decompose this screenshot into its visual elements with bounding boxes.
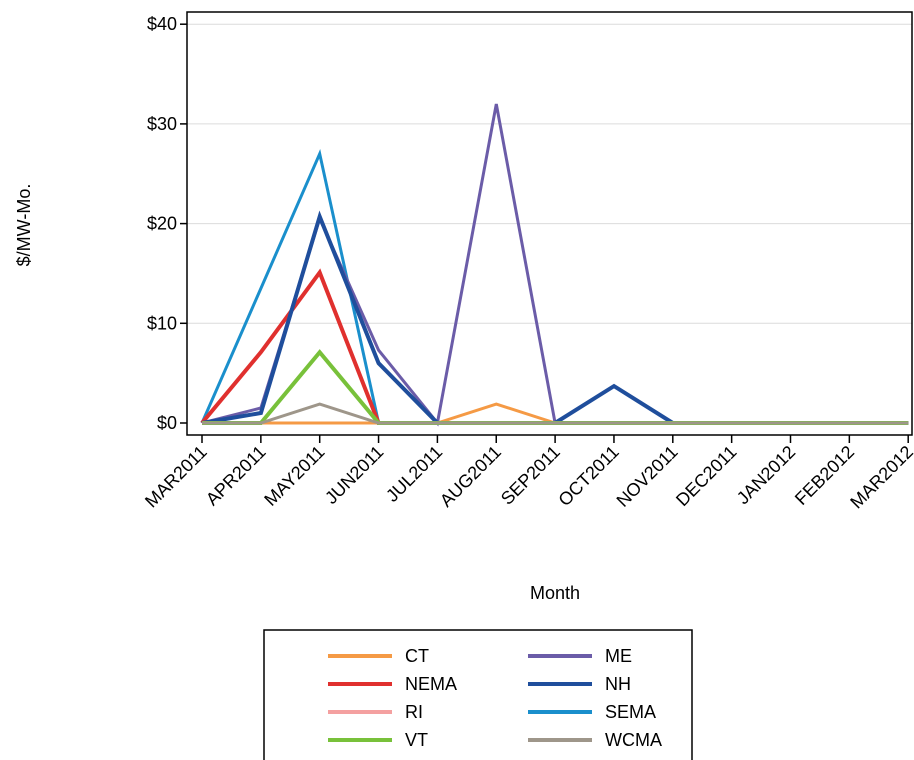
series-line-vt: [202, 349, 909, 425]
x-tick-label: NOV2011: [613, 442, 682, 511]
legend: CT ME NEMA NH RI SEMA VT WCMA: [263, 629, 693, 760]
legend-label-ct: CT: [405, 646, 429, 666]
series-line-nh: [201, 210, 909, 425]
legend-label-nh: NH: [605, 674, 631, 694]
gridlines: [187, 23, 912, 324]
x-tick-label: APR2011: [202, 442, 270, 510]
x-tick-label: JUN2011: [321, 442, 387, 508]
y-tick-label: $40: [147, 14, 177, 34]
x-axis-ticks: MAR2011APR2011MAY2011JUN2011JUL2011AUG20…: [141, 435, 914, 512]
x-axis-title: Month: [530, 583, 580, 603]
y-tick-label: $20: [147, 214, 177, 234]
y-tick-label: $10: [147, 313, 177, 333]
y-tick-label: $30: [147, 114, 177, 134]
legend-items: CT ME NEMA NH RI SEMA VT WCMA: [328, 646, 662, 750]
x-tick-label: MAY2011: [260, 442, 328, 510]
x-tick-label: SEP2011: [497, 442, 564, 509]
x-tick-label: JAN2012: [733, 442, 800, 509]
x-tick-label: MAR2012: [846, 442, 914, 513]
legend-label-wcma: WCMA: [605, 730, 662, 750]
legend-label-vt: VT: [405, 730, 428, 750]
series-line-me: [201, 103, 909, 427]
x-tick-label: AUG2011: [436, 442, 505, 511]
legend-label-sema: SEMA: [605, 702, 656, 722]
x-tick-label: MAR2011: [141, 442, 211, 512]
legend-label-nema: NEMA: [405, 674, 457, 694]
legend-label-me: ME: [605, 646, 632, 666]
y-tick-label: $0: [157, 413, 177, 433]
legend-label-ri: RI: [405, 702, 423, 722]
series-line-wcma: [202, 402, 909, 425]
y-axis-ticks: $0 $10 $20 $30 $40: [147, 14, 187, 433]
x-tick-label: DEC2011: [672, 442, 740, 510]
x-tick-label: OCT2011: [554, 442, 622, 510]
legend-box: [263, 629, 693, 760]
y-axis-title: $/MW-Mo.: [14, 184, 34, 267]
series-layer: [200, 103, 909, 427]
series-line-nema: [200, 268, 909, 425]
